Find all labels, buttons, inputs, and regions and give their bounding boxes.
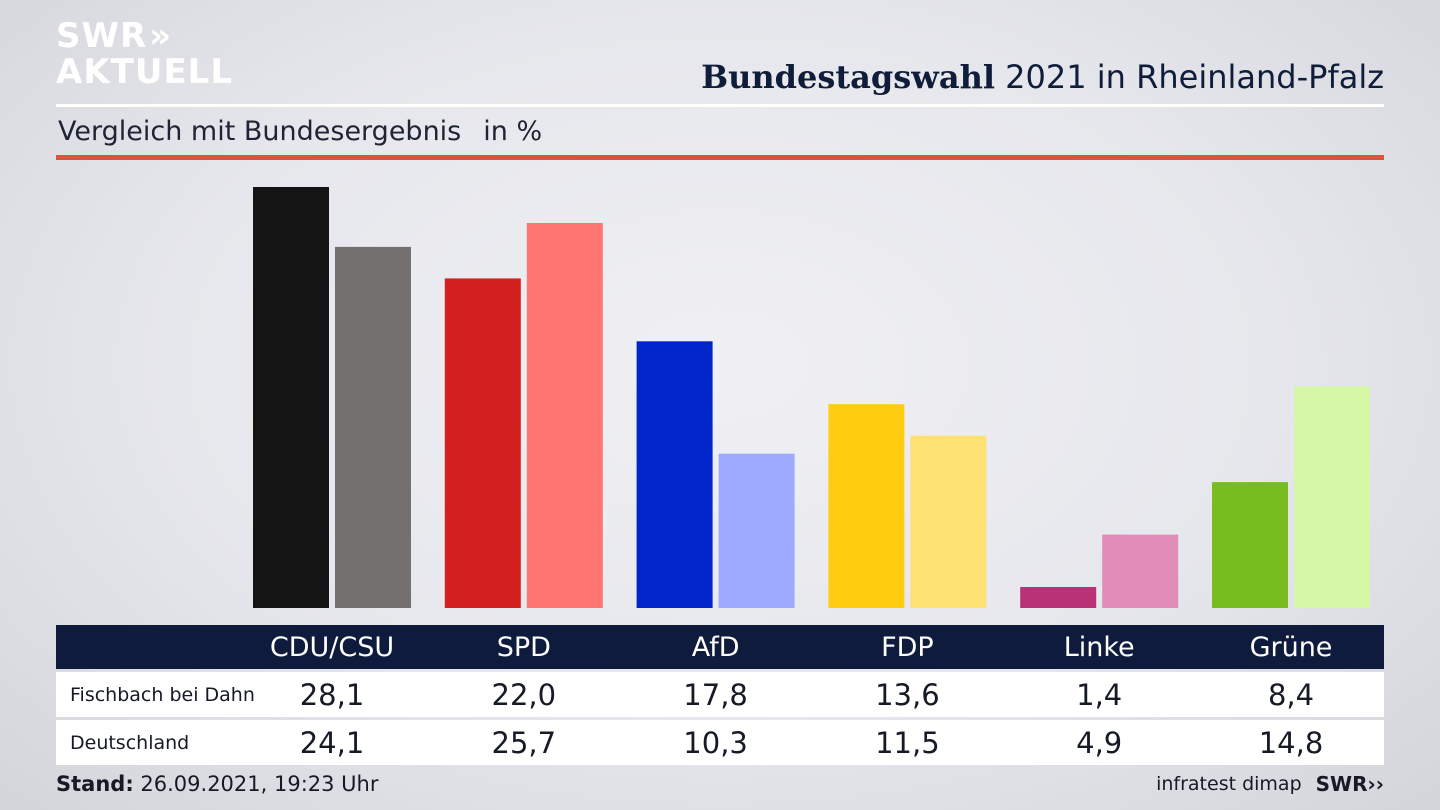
swr-aktuell-logo: SWR ›› AKTUELL [56,18,233,90]
chart-subtitle: Vergleich mit Bundesergebnis in % [58,116,542,147]
table-cell-value: 8,4 [1267,677,1315,712]
source-credit: infratest dimap SWR›› [1156,772,1384,796]
table-cell-value: 28,1 [299,677,365,712]
swr-brand-text: SWR [1315,772,1368,796]
accent-divider [56,155,1384,160]
bar-linke-series-1 [1102,534,1179,608]
column-header: AfD [691,631,740,663]
table-cell-value: 13,6 [875,677,940,712]
bar-linke-series-0 [1020,587,1097,608]
title-rest: 2021 in Rheinland-Pfalz [995,58,1384,96]
bar-spd-series-0 [444,278,521,608]
table-cell-value: 10,3 [683,725,748,760]
bar-grüne-series-1 [1294,386,1370,608]
table-cell-value: 24,1 [299,725,365,760]
bar-afd-series-0 [636,341,713,608]
column-header: SPD [496,631,551,663]
bar-grüne-series-0 [1212,482,1288,608]
column-header: CDU/CSU [269,631,395,663]
bar-cdu-csu-series-1 [335,246,411,608]
unit-label: in % [483,116,543,147]
logo-swr-text: SWR [56,16,148,56]
table-cell-value: 22,0 [491,677,557,712]
bar-cdu-csu-series-0 [253,187,329,608]
brand-chevron-icon: ›› [1367,772,1384,796]
column-header: Grüne [1249,631,1333,663]
table-row-deutschland: Deutschland 24,1 25,7 10,3 11,5 4,9 14,8 [56,720,1384,765]
bar-spd-series-1 [526,223,603,608]
row-label: Fischbach bei Dahn [70,683,255,706]
table-row-fischbach: Fischbach bei Dahn 28,1 22,0 17,8 13,6 1,4 8,4 [56,672,1384,717]
timestamp: Stand: 26.09.2021, 19:23 Uhr [56,772,379,796]
table-cell-value: 4,9 [1076,725,1123,760]
source-text: infratest dimap [1156,773,1302,795]
stand-label: Stand: [56,772,134,796]
column-header: FDP [881,631,934,663]
bar-fdp-series-0 [828,404,905,608]
logo-aktuell-text: AKTUELL [56,52,234,92]
table-header-row: CDU/CSU SPD AfD FDP Linke Grüne [56,625,1384,669]
header-divider [56,104,1384,107]
table-cell-value: 11,5 [875,725,940,760]
table-cell-value: 17,8 [683,677,748,712]
bar-fdp-series-1 [910,435,987,608]
swr-brand: SWR›› [1316,772,1384,796]
row-label: Deutschland [70,731,190,754]
title-bold: Bundestagswahl [701,58,995,96]
page-title: Bundestagswahl 2021 in Rheinland-Pfalz [701,58,1384,96]
column-header: Linke [1063,631,1135,663]
table-cell-value: 25,7 [491,725,557,760]
table-cell-value: 1,4 [1076,677,1123,712]
subtitle-text: Vergleich mit Bundesergebnis [58,116,462,147]
stand-value: 26.09.2021, 19:23 Uhr [133,772,379,796]
bar-afd-series-1 [718,453,795,608]
table-cell-value: 14,8 [1258,725,1324,760]
results-table: CDU/CSU SPD AfD FDP Linke Grüne Fischbach bei… [56,625,1384,765]
bar-chart [253,187,1370,608]
